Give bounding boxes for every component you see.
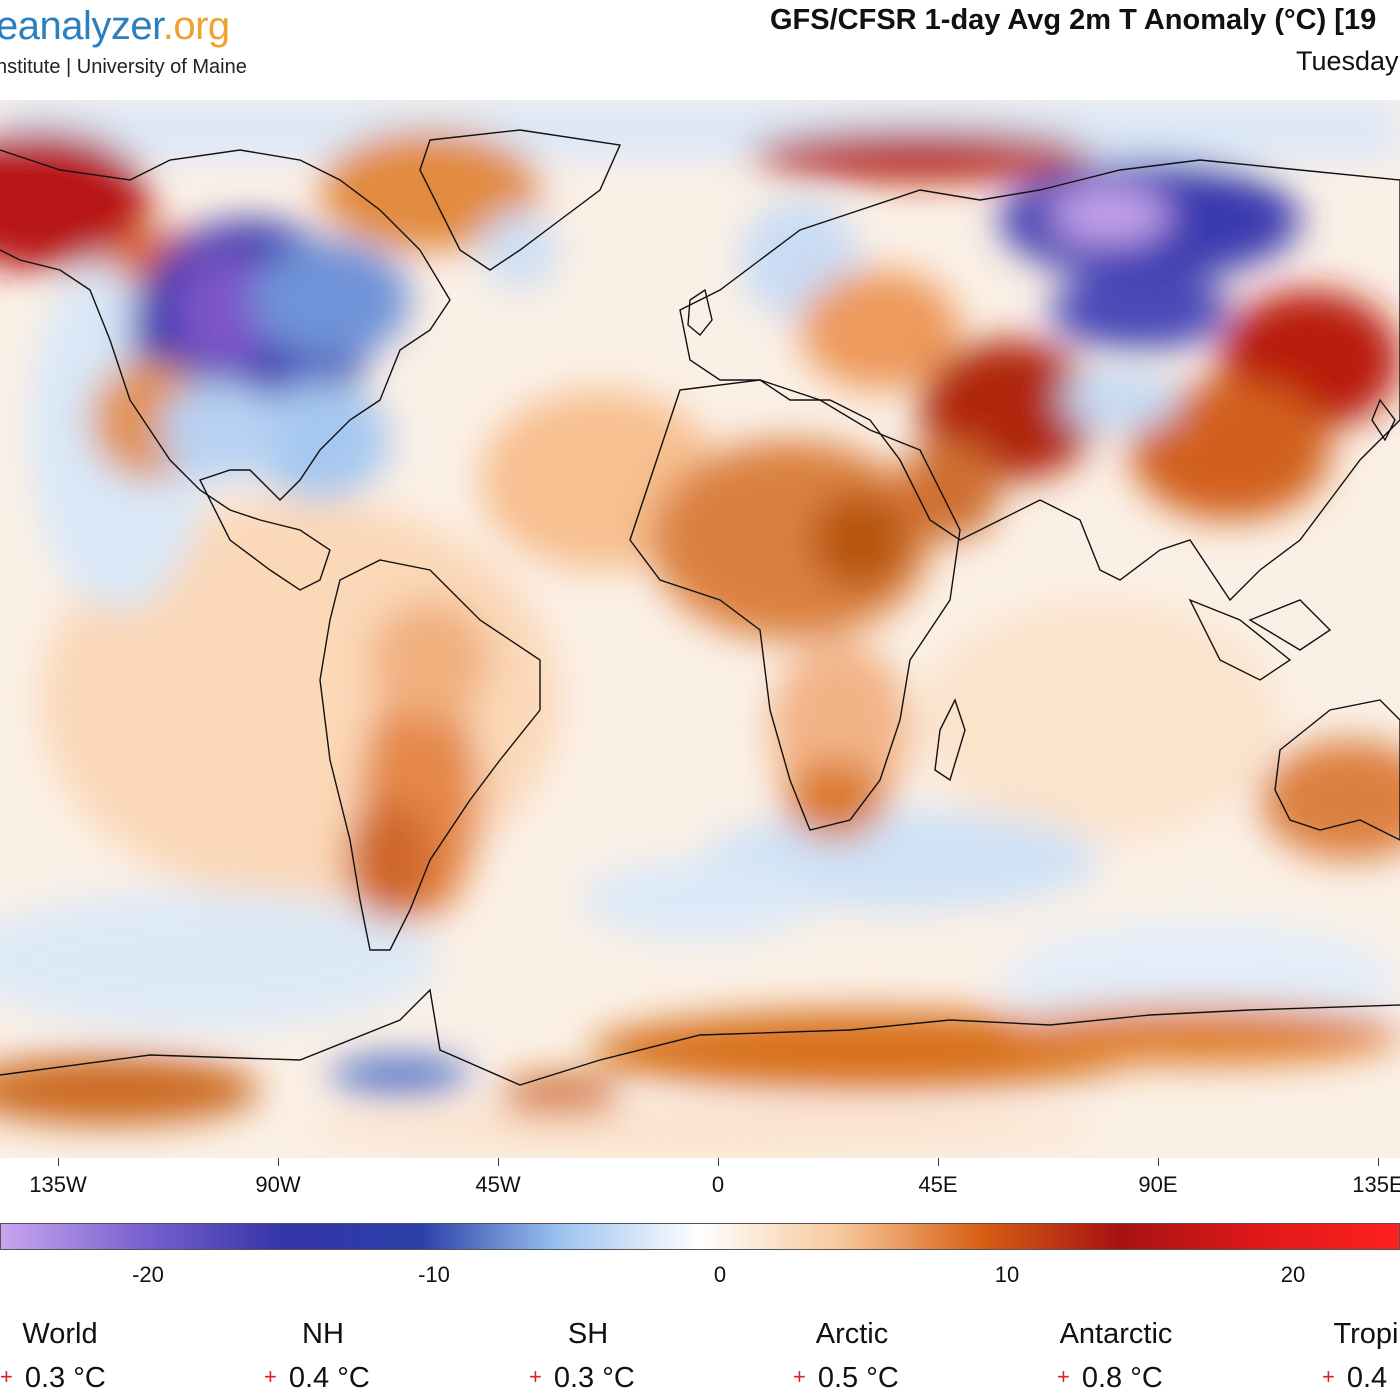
site-logo: eanalyzer.org — [0, 4, 230, 49]
lon-label: 135W — [29, 1172, 87, 1197]
plus-icon: + — [1057, 1364, 1070, 1389]
region-name-tropics: Tropi — [1333, 1318, 1399, 1350]
plus-icon: + — [264, 1364, 277, 1389]
region-name-nh: NH — [302, 1318, 344, 1350]
lon-tick — [938, 1158, 939, 1166]
region-name-world: World — [22, 1318, 98, 1350]
lon-label: 0 — [711, 1172, 725, 1197]
colorbar-label: 20 — [1280, 1262, 1306, 1287]
plus-icon: + — [793, 1364, 806, 1389]
colorbar-label: -10 — [418, 1262, 450, 1287]
region-value-tropics: +0.4 — [1322, 1362, 1388, 1394]
anomaly-field — [0, 100, 1400, 1150]
region-name-sh: SH — [567, 1318, 609, 1350]
map-date: Tuesday — [1296, 46, 1399, 76]
lon-label: 45W — [475, 1172, 521, 1197]
lon-tick — [278, 1158, 279, 1166]
map-title: GFS/CFSR 1-day Avg 2m T Anomaly (°C) [19 — [770, 4, 1377, 36]
region-value-sh: +0.3 °C — [529, 1362, 635, 1394]
logo-suffix-text: .org — [162, 4, 230, 48]
plus-icon: + — [1322, 1364, 1335, 1389]
region-name-arctic: Arctic — [815, 1318, 889, 1350]
lon-tick — [1378, 1158, 1379, 1166]
map-canvas — [0, 100, 1400, 1158]
colorbar-label: -20 — [132, 1262, 164, 1287]
colorbar-label: 10 — [994, 1262, 1020, 1287]
logo-subtitle: nstitute | University of Maine — [0, 56, 247, 78]
lon-label: 90W — [255, 1172, 301, 1197]
temperature-anomaly-map — [0, 100, 1400, 1158]
colorbar-label: 0 — [713, 1262, 727, 1287]
region-value-antarctic: +0.8 °C — [1057, 1362, 1163, 1394]
lon-label: 45E — [918, 1172, 958, 1197]
lon-tick — [58, 1158, 59, 1166]
lon-label: 90E — [1138, 1172, 1178, 1197]
plus-icon: + — [529, 1364, 542, 1389]
lon-label: 135E — [1352, 1172, 1400, 1197]
region-name-antarctic: Antarctic — [1059, 1318, 1173, 1350]
region-value-arctic: +0.5 °C — [793, 1362, 899, 1394]
lon-tick — [498, 1158, 499, 1166]
logo-main-text: eanalyzer — [0, 4, 163, 48]
region-value-nh: +0.4 °C — [264, 1362, 370, 1394]
colorbar — [0, 1223, 1400, 1250]
lon-tick — [718, 1158, 719, 1166]
lon-tick — [1158, 1158, 1159, 1166]
plus-icon: + — [0, 1364, 13, 1389]
region-value-world: +0.3 °C — [0, 1362, 106, 1394]
coastlines — [0, 129, 1400, 1086]
